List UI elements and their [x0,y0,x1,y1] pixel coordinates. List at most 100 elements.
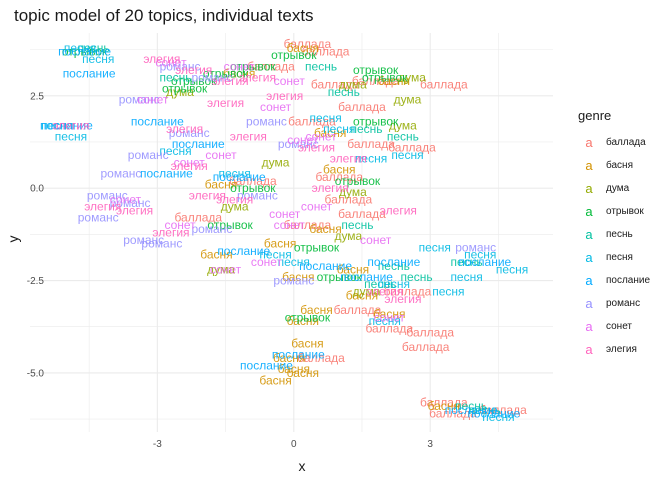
data-point-label: элегия [380,203,417,217]
legend-item: a песня [578,246,650,269]
data-point-label: послание [140,166,193,180]
data-point-label: сонет [174,155,206,169]
data-point-label: песня [219,166,251,180]
data-point-label: сонет [155,56,187,70]
tick-labels: -3 0 3 -5.0 -2.5 0.0 2.5 [27,91,434,450]
legend-label: песня [606,252,633,263]
data-point-label: баллада [388,141,436,155]
data-point-label: отрывок [335,174,381,188]
data-point-label: басня [223,67,255,81]
data-point-label: песня [391,148,423,162]
data-point-label: романс [455,240,496,254]
data-point-label: элегия [84,200,121,214]
legend-label: баллада [606,137,646,148]
data-point-label: отрывок [171,74,217,88]
data-point-label: басня [346,288,378,302]
legend-item: a баллада [578,131,650,154]
grid [30,33,553,432]
data-point-label: песнь [159,70,191,84]
legend-key: a [585,273,593,288]
data-point-label: баллада [311,78,359,92]
legend-item: a дума [578,177,650,200]
data-point-label: дума [353,285,381,299]
data-point-label: баллада [352,74,400,88]
data-point-label: романс [191,70,232,84]
data-point-label: песнь [341,218,373,232]
data-point-label: басня [278,362,310,376]
data-point-label: баллада [420,395,468,409]
data-point-label: элегия [330,152,367,166]
data-point-label: послание [467,407,520,421]
data-point-label: песня [355,152,387,166]
data-point-label: сонет [287,133,319,147]
chart-title: topic model of 20 topics, individual tex… [14,6,314,25]
data-point-label: песня [82,52,114,66]
data-point-label: элегия [52,118,89,132]
data-point-label: баллада [338,100,386,114]
data-point-label: песня [378,277,410,291]
data-point-label: элегия [212,74,249,88]
y-tick-label: 2.5 [30,91,44,102]
data-point-label: песня [323,122,355,136]
data-point-label: сонет [274,218,306,232]
data-point-label: послание [63,67,116,81]
data-point-label: басня [200,248,232,262]
data-point-label: отрывок [207,218,253,232]
data-point-label: отрывок [285,310,331,324]
data-point-label: отрывок [353,115,399,129]
data-point-label: сонет [374,310,406,324]
data-point-label: басня [259,373,291,387]
data-point-label: баллада [284,218,332,232]
data-point-label: сонет [110,192,142,206]
data-point-label: басня [287,314,319,328]
y-tick-label: 0.0 [30,184,44,195]
data-point-label: элегия [366,285,403,299]
data-point-label: романс [87,189,128,203]
data-point-label: песня [41,118,73,132]
data-point-label: элегия [116,203,153,217]
data-point-label: сонет [164,218,196,232]
data-point-label: басня [282,270,314,284]
legend: genre a баллада a басня a дума a отрывок a песнь a… [578,108,650,361]
x-axis-title: x [299,458,306,474]
data-point-label: баллада [334,303,382,317]
y-tick-label: -2.5 [27,276,45,287]
data-point-label: дума [262,155,290,169]
data-point-label: басня [309,222,341,236]
data-point-label: басня [287,41,319,55]
data-point-label: басня [205,177,237,191]
legend-label: песнь [606,229,633,240]
data-point-label: сонет [251,255,283,269]
data-point-label: баллада [347,137,395,151]
data-point-label: песнь [378,259,410,273]
legend-key: a [585,250,593,265]
data-point-label: послание [217,244,270,258]
data-point-label: романс [128,148,169,162]
data-point-label: романс [78,211,119,225]
data-point-label: баллада [297,351,345,365]
data-point-label: элегия [384,292,421,306]
data-point-label: песнь [328,85,360,99]
data-point-label: дума [389,118,417,132]
data-point-label: романс [110,196,151,210]
legend-item: a басня [578,154,650,177]
data-point-label: дума [207,262,235,276]
x-tick-label: 0 [291,439,297,450]
data-point-label: дума [221,200,249,214]
data-point-label: песнь [455,399,487,413]
legend-key: a [585,135,593,150]
data-point-label: песня [259,248,291,262]
data-point-label: дума [334,229,362,243]
data-point-label: дума [394,93,422,107]
data-point-label: басня [287,366,319,380]
data-point-label: элегия [189,189,226,203]
x-tick-label: 3 [427,439,433,450]
data-point-label: баллада [315,170,363,184]
data-point-label: отрывок [230,181,276,195]
legend-key: a [585,158,593,173]
legend-label: отрывок [606,206,644,217]
data-point-label: баллада [429,407,477,421]
legend-label: сонет [606,321,633,332]
data-point-label: сонет [305,129,337,143]
data-point-label: элегия [266,89,303,103]
